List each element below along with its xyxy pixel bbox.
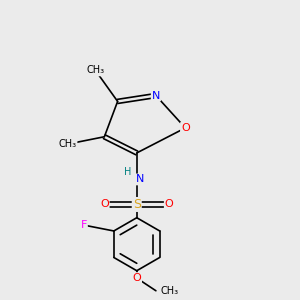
Text: CH₃: CH₃	[160, 286, 178, 296]
Text: N: N	[136, 174, 144, 184]
Text: S: S	[133, 198, 141, 211]
Text: O: O	[132, 273, 141, 283]
Text: O: O	[165, 200, 173, 209]
Text: CH₃: CH₃	[86, 65, 105, 76]
Text: H: H	[124, 167, 132, 177]
Text: O: O	[100, 200, 109, 209]
Text: O: O	[181, 123, 190, 133]
Text: N: N	[152, 91, 160, 100]
Text: CH₃: CH₃	[58, 139, 76, 149]
Text: F: F	[81, 220, 87, 230]
